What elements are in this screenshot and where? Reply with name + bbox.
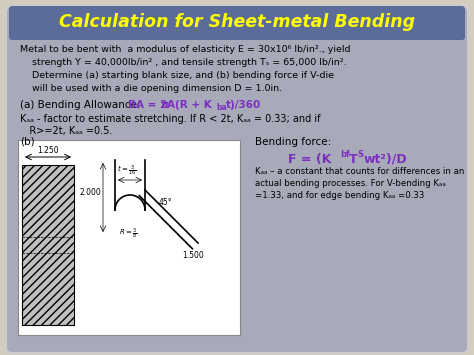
Text: 2.000: 2.000	[79, 188, 101, 197]
Text: (a) Bending Allowance:: (a) Bending Allowance:	[20, 100, 144, 110]
Bar	[18, 140, 240, 335]
Bar	[22, 165, 74, 325]
Text: Bending force:: Bending force:	[255, 137, 331, 147]
Text: strength Y = 40,000lb/in² , and tensile strength Tₛ = 65,000 lb/in².: strength Y = 40,000lb/in² , and tensile …	[20, 58, 346, 67]
Text: (b): (b)	[20, 137, 35, 147]
Text: t)/360: t)/360	[226, 100, 261, 110]
FancyBboxPatch shape	[6, 6, 468, 353]
Text: will be used with a die opening dimension D = 1.0in.: will be used with a die opening dimensio…	[20, 84, 282, 93]
Text: 45°: 45°	[159, 198, 173, 207]
Text: Determine (a) starting blank size, and (b) bending force if V-die: Determine (a) starting blank size, and (…	[20, 71, 334, 80]
Text: =1.33, and for edge bending Kₐₐ =0.33: =1.33, and for edge bending Kₐₐ =0.33	[255, 191, 424, 200]
FancyBboxPatch shape	[9, 6, 465, 40]
Text: 1.250: 1.250	[37, 146, 59, 155]
Text: Kₐₐ - factor to estimate stretching. If R < 2t, Kₐₐ = 0.33; and if: Kₐₐ - factor to estimate stretching. If …	[20, 114, 320, 124]
Text: BA = 2: BA = 2	[128, 100, 167, 110]
Text: 1.500: 1.500	[182, 251, 204, 260]
Text: A(R + K: A(R + K	[167, 100, 212, 110]
Text: Metal to be bent with  a modulus of elasticity E = 30x10⁶ lb/in²., yield: Metal to be bent with a modulus of elast…	[20, 45, 350, 54]
Text: F = (K: F = (K	[288, 153, 332, 166]
Text: $R=\frac{3}{8}$: $R=\frac{3}{8}$	[118, 227, 137, 241]
Text: actual bending processes. For V-bending Kₐₐ: actual bending processes. For V-bending …	[255, 179, 446, 188]
Text: S: S	[357, 150, 363, 159]
Text: Kₐₐ – a constant that counts for differences in an: Kₐₐ – a constant that counts for differe…	[255, 167, 465, 176]
Text: bf: bf	[340, 150, 350, 159]
Text: wt²)/D: wt²)/D	[364, 153, 408, 166]
Text: T: T	[349, 153, 357, 166]
Text: $t=\frac{3}{16}$: $t=\frac{3}{16}$	[117, 164, 137, 178]
Text: Calculation for Sheet-metal Bending: Calculation for Sheet-metal Bending	[59, 13, 415, 31]
Text: R>=2t, Kₐₐ =0.5.: R>=2t, Kₐₐ =0.5.	[20, 126, 112, 136]
Text: π: π	[161, 100, 169, 110]
Text: ba: ba	[216, 103, 227, 112]
